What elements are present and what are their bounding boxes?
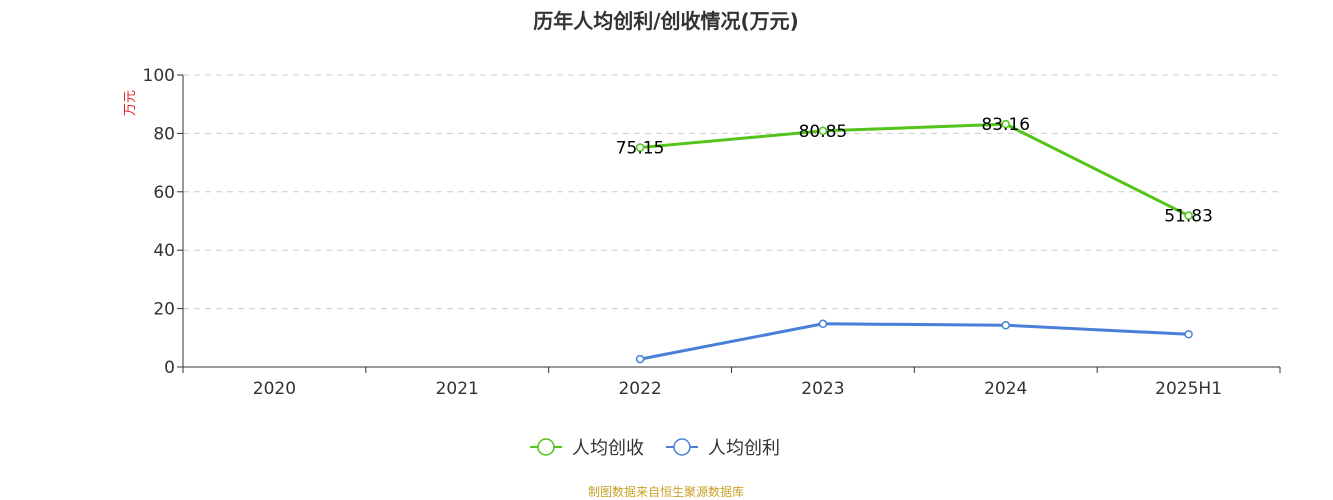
x-tick-label: 2020 — [253, 379, 296, 399]
y-tick-label: 0 — [164, 358, 175, 378]
legend-item[interactable]: 人均创利 — [666, 438, 780, 459]
data-point — [1184, 330, 1193, 339]
data-label: 80.85 — [799, 122, 848, 142]
data-point — [635, 143, 645, 152]
data-label: 83.16 — [981, 115, 1030, 135]
x-tick-label: 2021 — [436, 379, 479, 399]
series-line — [639, 322, 1189, 361]
x-tick-label: 2025H1 — [1155, 379, 1222, 399]
y-tick-label: 60 — [153, 183, 175, 203]
series-line — [639, 122, 1190, 217]
y-axis-label: 万元 — [123, 90, 138, 116]
legend-label: 人均创收 — [572, 438, 644, 459]
axes: 0 20 40 60 80 100 2020 2021 2022 2023 2024 2025H1 — [143, 66, 1281, 399]
data-label: 75.15 — [616, 139, 665, 159]
y-tick-label: 40 — [153, 241, 175, 261]
chart-title: 历年人均创利/创收情况(万元) — [533, 9, 799, 33]
x-tick-label: 2024 — [984, 379, 1027, 399]
y-tick-label: 80 — [153, 124, 175, 144]
data-point — [1001, 320, 1010, 330]
data-point — [818, 126, 828, 136]
source-note: 制图数据来自恒生聚源数据库 — [588, 484, 744, 499]
legend-swatch-marker — [537, 438, 555, 456]
legend[interactable]: 人均创收 人均创利 — [530, 438, 780, 459]
data-point — [818, 319, 828, 329]
data-point — [635, 354, 645, 364]
series-2 — [635, 319, 1193, 364]
gridlines — [183, 74, 1280, 310]
data-label: 51.83 — [1164, 207, 1213, 227]
legend-label: 人均创利 — [708, 438, 780, 459]
series-group: 75.15 80.85 83.16 51.83 — [616, 115, 1213, 364]
x-tick-label: 2023 — [801, 379, 844, 399]
y-tick-label: 100 — [143, 66, 175, 86]
x-tick-label: 2022 — [618, 379, 661, 399]
data-point — [1001, 119, 1010, 129]
data-point — [1184, 211, 1193, 220]
legend-item[interactable]: 人均创收 — [530, 438, 644, 459]
legend-swatch-marker — [673, 438, 691, 456]
y-tick-label: 20 — [153, 300, 175, 320]
series-1: 75.15 80.85 83.16 51.83 — [616, 115, 1213, 226]
